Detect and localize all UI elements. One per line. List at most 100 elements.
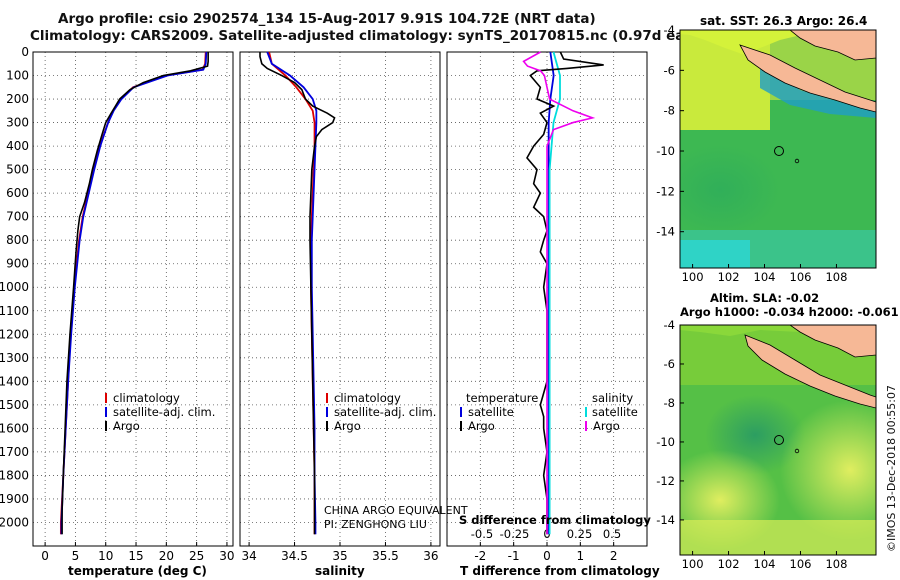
series-satellite-adj-clim--line — [266, 51, 318, 535]
y-tick-label: 1900 — [0, 492, 29, 506]
sla-map: Altim. SLA: -0.02 Argo h1000: -0.034 h20… — [679, 291, 899, 556]
y-tick-label: 500 — [6, 163, 29, 177]
s-difference-label: S difference from climatology — [459, 513, 651, 527]
s-tick-label: 0.5 — [603, 527, 621, 541]
y-tick-label: 200 — [6, 92, 29, 106]
legend-s-argo-label: Argo — [593, 419, 620, 433]
map-y-tick-label: -10 — [656, 435, 675, 449]
x-tick-label: 10 — [98, 549, 113, 563]
sst-map-title: sat. SST: 26.3 Argo: 26.4 — [700, 14, 867, 28]
x-tick-label: -2 — [474, 549, 486, 563]
x-tick-label: 0 — [543, 549, 551, 563]
map-x-tick-label: 104 — [754, 557, 776, 571]
legend-argo-label: Argo — [113, 419, 140, 433]
chart-title-line2: Climatology: CARS2009. Satellite-adjuste… — [30, 28, 723, 44]
map-y-tick-label: -4 — [664, 318, 675, 332]
legend-t-argo-label: Argo — [468, 419, 495, 433]
legend-temperature-title: temperature — [466, 391, 538, 405]
pi-annotation-line2: PI: ZENGHONG LIU — [324, 518, 427, 531]
sal-x-axis-label: salinity — [315, 564, 365, 578]
map-y-tick-label: -12 — [656, 184, 675, 198]
y-tick-label: 600 — [6, 186, 29, 200]
sla-map-subtitle: Argo h1000: -0.034 h2000: -0.061 — [680, 305, 899, 319]
legend-t-satellite-label: satellite — [468, 405, 514, 419]
x-tick-label: 34.5 — [281, 549, 308, 563]
diff-legend: temperature satellite Argo salinity sate… — [459, 391, 651, 527]
map-y-tick-label: -6 — [664, 63, 675, 77]
series-argo-line — [61, 52, 209, 535]
y-tick-label: 800 — [6, 233, 29, 247]
chart-title-line1: Argo profile: csio 2902574_134 15-Aug-20… — [58, 11, 596, 27]
series-t-argo-line — [526, 51, 604, 535]
x-tick-label: 35.5 — [372, 549, 399, 563]
map-x-tick-label: 100 — [682, 557, 704, 571]
map-x-tick-label: 108 — [825, 270, 847, 284]
map-y-tick-label: -6 — [664, 357, 675, 371]
temperature-frame — [32, 51, 234, 547]
s-tick-label: -0.5 — [471, 527, 493, 541]
map-x-tick-label: 102 — [718, 270, 740, 284]
y-tick-label: 1200 — [0, 327, 29, 341]
s-tick-label: -0.25 — [500, 527, 530, 541]
x-tick-label: 36 — [423, 549, 438, 563]
x-tick-label: 15 — [128, 549, 143, 563]
x-tick-label: 34 — [241, 549, 256, 563]
y-tick-label: 1500 — [0, 398, 29, 412]
s-tick-label: 0.25 — [567, 527, 593, 541]
x-tick-label: 25 — [189, 549, 204, 563]
y-tick-label: 1700 — [0, 445, 29, 459]
map-y-tick-label: -12 — [656, 474, 675, 488]
sst-map: sat. SST: 26.3 Argo: 26.4 — [679, 14, 877, 269]
x-tick-label: 35 — [332, 549, 347, 563]
legend-satellite-label: satellite-adj. clim. — [113, 405, 215, 419]
series-climatology-line — [59, 51, 207, 535]
sla-map-title: Altim. SLA: -0.02 — [710, 291, 819, 305]
y-tick-label: 1600 — [0, 421, 29, 435]
map-y-tick-label: -4 — [664, 23, 675, 37]
salinity-frame — [239, 51, 441, 547]
map-x-tick-label: 106 — [790, 270, 812, 284]
map-y-tick-label: -8 — [664, 396, 675, 410]
legend-satellite-label: satellite-adj. clim. — [334, 405, 436, 419]
y-tick-label: 0 — [21, 45, 29, 59]
x-tick-label: -1 — [508, 549, 520, 563]
y-tick-label: 1400 — [0, 374, 29, 388]
map-x-tick-label: 106 — [790, 557, 812, 571]
map-y-tick-label: -14 — [656, 225, 675, 239]
temperature-panel: 0 5 10 15 20 25 300100200300400500600700800900… — [0, 45, 235, 563]
legend-climatology-label: climatology — [334, 391, 401, 405]
map-x-tick-label: 102 — [718, 557, 740, 571]
pi-annotation-line1: CHINA ARGO EQUIVALENT — [324, 504, 468, 517]
y-tick-label: 900 — [6, 257, 29, 271]
x-tick-label: 1 — [577, 549, 585, 563]
y-tick-label: 1000 — [0, 280, 29, 294]
imos-timestamp: ©IMOS 13-Dec-2018 00:55:07 — [885, 385, 898, 552]
series-s-satellite-line — [548, 51, 561, 535]
legend-s-satellite-label: satellite — [592, 405, 638, 419]
legend-salinity-title: salinity — [592, 391, 633, 405]
difference-panel: -2 -1 0 1 2-0.5 -0.25 0 0.25 0.5 — [446, 51, 648, 563]
legend-climatology-label: climatology — [113, 391, 180, 405]
series-t-satellite-line — [547, 51, 555, 535]
x-tick-label: 0 — [41, 549, 49, 563]
temp-x-axis-label: temperature (deg C) — [68, 564, 207, 578]
map-x-tick-label: 108 — [825, 557, 847, 571]
diff-x-axis-label: T difference from climatology — [460, 564, 660, 578]
series-s-argo-line — [522, 51, 596, 535]
y-tick-label: 400 — [6, 139, 29, 153]
salinity-panel: 34 34.5 35 35.5 36 — [239, 51, 441, 563]
map-y-tick-label: -10 — [656, 144, 675, 158]
y-tick-label: 1800 — [0, 468, 29, 482]
y-tick-label: 300 — [6, 116, 29, 130]
map-x-tick-label: 104 — [754, 270, 776, 284]
map-x-tick-label: 100 — [682, 270, 704, 284]
x-tick-label: 20 — [159, 549, 174, 563]
y-tick-label: 1300 — [0, 351, 29, 365]
series-argo-line — [259, 52, 336, 535]
y-tick-label: 2000 — [0, 515, 29, 529]
series-satellite-adj-clim--line — [60, 51, 208, 535]
sal-legend: climatology satellite-adj. clim. Argo CH… — [324, 391, 468, 531]
series-climatology-line — [268, 51, 316, 535]
map-y-tick-label: -8 — [664, 104, 675, 118]
x-tick-label: 5 — [72, 549, 80, 563]
